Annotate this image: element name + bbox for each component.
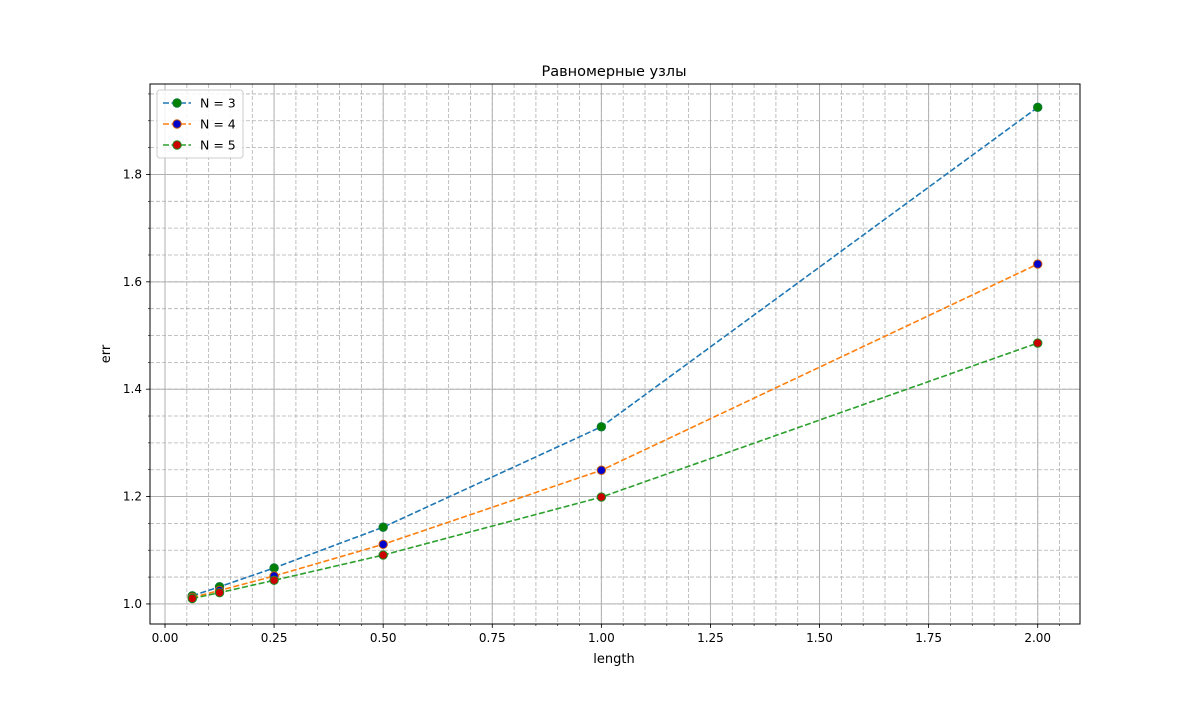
- data-point: [596, 465, 607, 475]
- series-line: [192, 263, 1039, 599]
- series-layer: [187, 102, 1043, 604]
- x-tick-label: 0.25: [261, 631, 288, 645]
- legend-label: N = 4: [200, 117, 236, 132]
- x-tick-label: 1.75: [915, 631, 942, 645]
- data-point: [214, 587, 225, 598]
- x-tick-label: 2.00: [1024, 631, 1051, 645]
- series-line: [192, 106, 1039, 597]
- data-point: [378, 539, 388, 550]
- axes-frame: [149, 83, 1081, 625]
- legend: N = 3 N = 4 N = 5: [156, 89, 244, 159]
- y-tick-label: 1.0: [123, 597, 142, 611]
- x-tick-label: 0.00: [152, 631, 179, 645]
- legend-item: N = 3: [163, 96, 236, 111]
- x-axis-label: length: [593, 652, 634, 667]
- x-tick-label: 1.25: [697, 631, 724, 645]
- legend-marker: [172, 98, 182, 108]
- y-tick-label: 1.4: [123, 382, 142, 396]
- x-tick-label: 1.50: [806, 631, 833, 645]
- y-tick-label: 1.6: [123, 275, 142, 289]
- y-tick-label: 1.2: [123, 490, 142, 504]
- series-line: [192, 342, 1038, 600]
- data-point: [1033, 259, 1043, 269]
- data-point: [1033, 338, 1043, 348]
- x-axis-ticks: 0.00 0.25 0.50 0.75 1.00 1.25 1.50 1.75 2.00: [152, 624, 1051, 645]
- legend-marker: [172, 119, 182, 129]
- y-axis-ticks: 1.0 1.2 1.4 1.6 1.8: [123, 167, 150, 611]
- legend-item: N = 5: [163, 138, 236, 153]
- data-point: [378, 522, 388, 532]
- y-tick-label: 1.8: [123, 167, 142, 181]
- legend-marker: [172, 140, 182, 150]
- x-tick-label: 0.75: [479, 631, 506, 645]
- data-point: [269, 563, 279, 573]
- legend-label: N = 3: [200, 96, 236, 111]
- major-grid: [150, 84, 1080, 624]
- x-tick-label: 0.50: [370, 631, 397, 645]
- chart-title: Равномерные узлы: [541, 64, 686, 80]
- data-point: [187, 593, 197, 604]
- data-point: [378, 550, 388, 560]
- x-tick-label: 1.00: [588, 631, 615, 645]
- data-point: [596, 422, 607, 432]
- data-point: [1033, 102, 1043, 113]
- data-point: [269, 575, 279, 586]
- legend-item: N = 4: [163, 117, 236, 132]
- legend-label: N = 5: [200, 138, 236, 153]
- data-point: [596, 492, 607, 502]
- y-axis-label: err: [99, 344, 114, 363]
- series-3: [187, 338, 1043, 604]
